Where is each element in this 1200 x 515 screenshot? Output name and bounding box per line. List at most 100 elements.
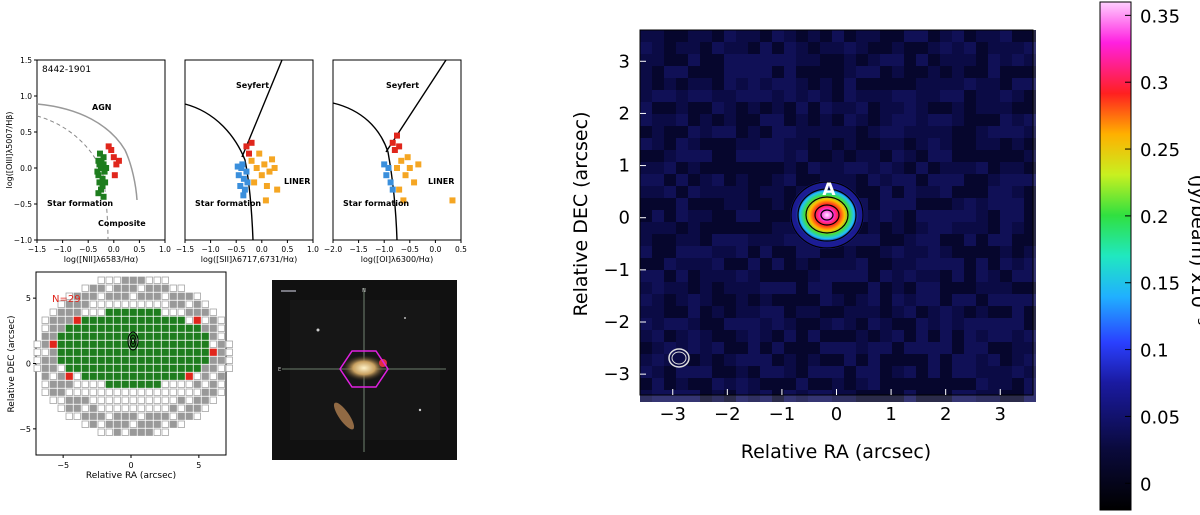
spaxel	[161, 308, 169, 316]
spaxel	[225, 364, 233, 372]
spaxel	[105, 364, 113, 372]
spaxel	[89, 308, 97, 316]
spaxel	[65, 316, 73, 324]
spaxel	[137, 396, 145, 404]
spaxel	[105, 316, 113, 324]
spaxel	[129, 372, 137, 380]
spaxel	[57, 372, 65, 380]
spaxel	[161, 372, 169, 380]
spaxel	[201, 372, 209, 380]
spaxel	[81, 332, 89, 340]
y-tick-label: 2	[619, 103, 630, 124]
spaxel	[129, 348, 137, 356]
spaxel	[217, 388, 225, 396]
spaxel	[209, 372, 217, 380]
bpt-sii-xlabel: log([SII]λ6717,6731/Hα)	[201, 255, 297, 264]
spaxel	[113, 420, 121, 428]
colorbar-tick-label: 0.25	[1140, 140, 1180, 161]
spaxel	[65, 348, 73, 356]
spaxel	[201, 356, 209, 364]
spaxel	[129, 292, 137, 300]
spaxel	[113, 324, 121, 332]
spaxel	[113, 300, 121, 308]
spaxel	[177, 348, 185, 356]
data-point-liner-8	[449, 197, 456, 204]
spaxel	[201, 308, 209, 316]
spaxel	[129, 364, 137, 372]
spaxel	[121, 340, 129, 348]
spaxel-map-xlabel: Relative RA (arcsec)	[86, 471, 176, 481]
spaxel	[49, 356, 57, 364]
spaxel	[121, 380, 129, 388]
data-point-star-forming-0	[235, 172, 242, 179]
spaxel	[161, 340, 169, 348]
spaxel	[65, 364, 73, 372]
spaxel	[153, 388, 161, 396]
spaxel	[201, 396, 209, 404]
colorbar-tick-label: 0	[1140, 474, 1151, 495]
spaxel-grid	[33, 276, 233, 436]
spaxel	[137, 284, 145, 292]
spaxel	[81, 324, 89, 332]
spaxel	[89, 404, 97, 412]
spaxel	[65, 404, 73, 412]
continuum-map-xlabel: Relative RA (arcsec)	[741, 441, 931, 463]
x-tick-label: 1.0	[307, 245, 319, 254]
y-tick-label: 0	[619, 208, 630, 229]
data-point-star-forming-1	[98, 165, 104, 171]
spaxel	[153, 340, 161, 348]
spaxel	[169, 300, 177, 308]
spaxel	[113, 404, 121, 412]
spaxel	[73, 412, 81, 420]
spaxel	[73, 388, 81, 396]
optical-image-panel: N E	[272, 280, 457, 460]
x-tick-label: 0	[128, 461, 133, 470]
spaxel	[161, 428, 169, 436]
spaxel	[137, 428, 145, 436]
data-point-liner-1	[253, 165, 260, 171]
spaxel	[185, 364, 193, 372]
data-point-star-forming-4	[99, 175, 106, 182]
spaxel	[169, 388, 177, 396]
spaxel	[97, 412, 105, 420]
x-tick-label: −1.5	[28, 245, 46, 254]
spaxel	[97, 388, 105, 396]
bpt-sii-panel: Seyfert Star formation LINER −1.5 −1.0 −0.…	[176, 59, 319, 264]
data-point-star-forming-5	[239, 161, 246, 168]
x-tick-label: 2	[940, 404, 951, 425]
spaxel	[201, 364, 209, 372]
spaxel	[217, 364, 225, 372]
spaxel	[201, 316, 209, 324]
spaxel	[153, 284, 161, 292]
spaxel	[145, 428, 153, 436]
spaxel	[121, 428, 129, 436]
bpt-nii-demarcation-lines	[36, 103, 138, 241]
spaxel	[121, 276, 129, 284]
spaxel	[145, 324, 153, 332]
data-point-other-4	[115, 157, 122, 164]
spaxel	[81, 316, 89, 324]
data-point-liner-0	[394, 165, 400, 171]
spaxel	[209, 316, 217, 324]
spaxel	[169, 364, 177, 372]
spaxel	[57, 300, 65, 308]
region-label-composite: Composite	[98, 219, 146, 228]
data-point-liner-6	[263, 183, 270, 189]
y-tick-label: 1.5	[20, 56, 32, 65]
spaxel	[89, 372, 97, 380]
spaxel	[201, 300, 209, 308]
spaxel	[177, 324, 185, 332]
spaxel	[73, 396, 81, 404]
spaxel	[49, 388, 57, 396]
spaxel	[185, 332, 193, 340]
spaxel	[113, 380, 121, 388]
spaxel	[97, 420, 105, 428]
spaxel	[217, 380, 225, 388]
spaxel	[65, 300, 73, 308]
bpt-oi-panel: Seyfert Star formation LINER −2.0 −1.5 −1.…	[324, 59, 467, 264]
spaxel	[129, 380, 137, 388]
spaxel	[81, 388, 89, 396]
emission-source	[790, 181, 864, 249]
x-tick-label: −5	[57, 461, 69, 470]
data-point-star-forming-8	[100, 154, 107, 161]
